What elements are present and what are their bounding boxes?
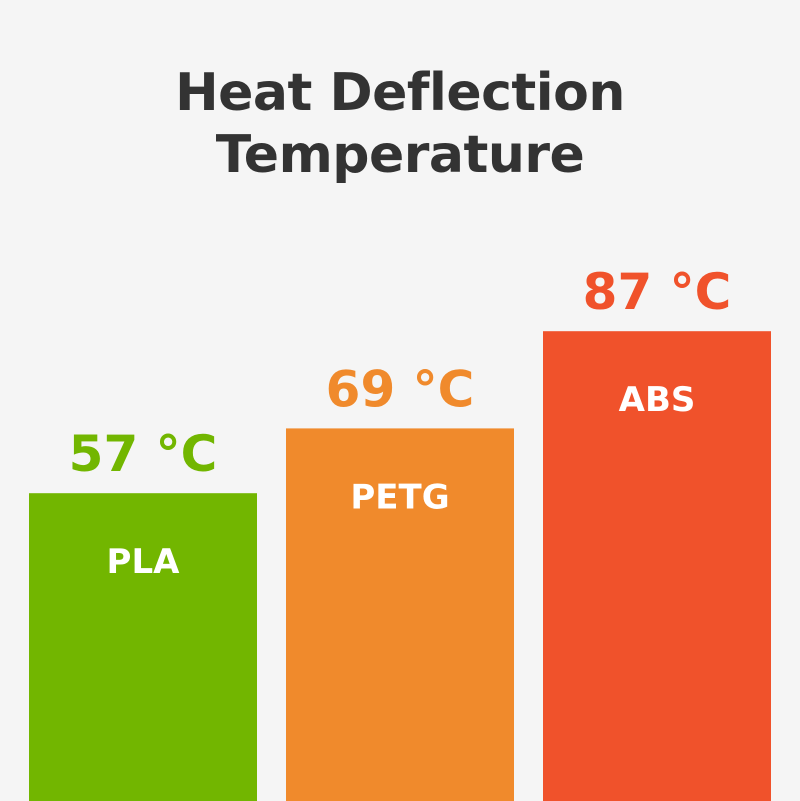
value-label-petg: 69 °C <box>326 360 475 418</box>
bar-label-petg: PETG <box>350 477 449 517</box>
bar-abs <box>543 331 771 801</box>
chart-title-line-2: Temperature <box>215 125 585 185</box>
value-label-abs: 87 °C <box>583 263 732 321</box>
chart-title: Heat Deflection Temperature <box>0 62 800 186</box>
bar-label-pla: PLA <box>107 542 181 582</box>
value-label-pla: 57 °C <box>69 425 218 483</box>
bar-label-abs: ABS <box>619 380 696 420</box>
chart-title-line-1: Heat Deflection <box>175 63 625 123</box>
bar-petg <box>286 428 514 801</box>
bar-pla <box>29 493 257 801</box>
